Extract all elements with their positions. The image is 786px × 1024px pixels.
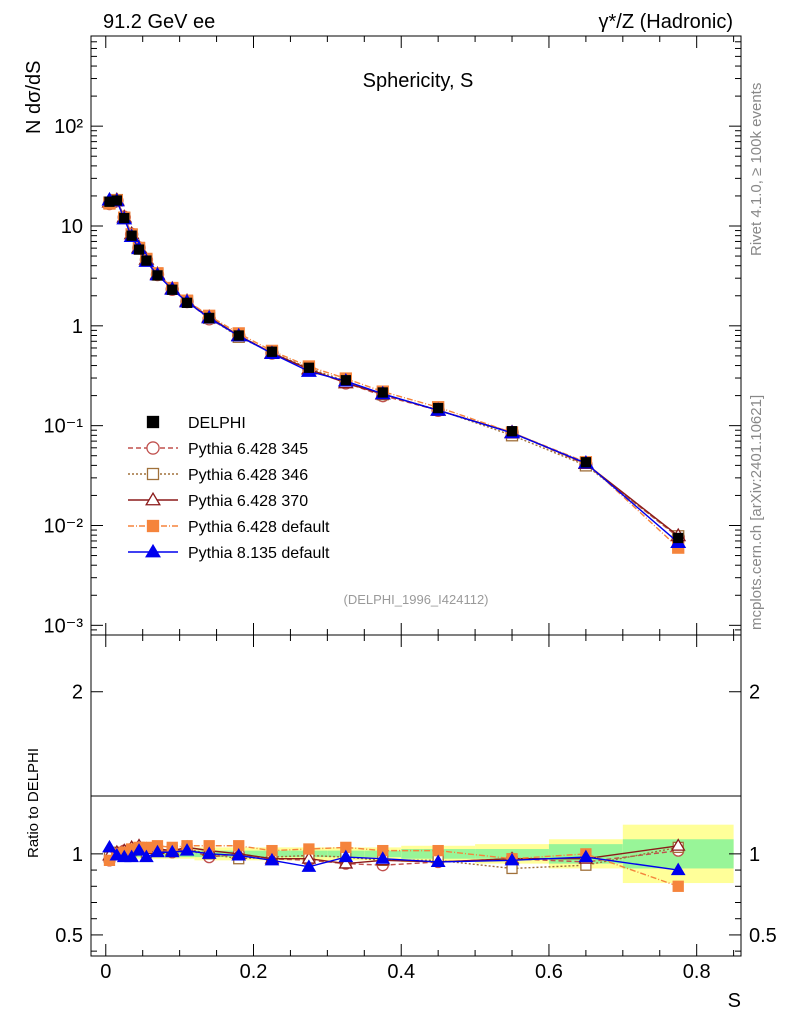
uncertainty-bands — [105, 824, 734, 884]
ratio-point — [231, 848, 247, 861]
ratio-point — [201, 846, 217, 859]
x-tick-label: 0.6 — [535, 961, 563, 983]
data-point — [506, 426, 518, 437]
series-line — [109, 199, 679, 544]
y-tick-label: 10⁻¹ — [44, 416, 84, 438]
legend-label: Pythia 6.428 370 — [188, 493, 308, 510]
ratio-series-layer — [102, 838, 686, 892]
ratio-point — [338, 849, 354, 863]
ratio-point — [102, 839, 117, 853]
data-point — [181, 297, 193, 308]
legend-marker — [146, 441, 160, 455]
ratio-point — [670, 862, 686, 876]
data-point — [266, 346, 278, 357]
ratio-point — [179, 843, 195, 856]
header-process-label: γ*/Z (Hadronic) — [599, 11, 733, 33]
legend-label: Pythia 6.428 default — [188, 519, 330, 536]
ratio-point — [504, 852, 520, 866]
legend-marker — [145, 543, 161, 558]
series-line — [109, 199, 679, 537]
x-tick-label: 0 — [100, 961, 111, 983]
main-axis-ticks — [91, 35, 741, 636]
data-point — [119, 212, 130, 224]
data-point — [126, 230, 137, 241]
data-point — [204, 312, 215, 324]
header-energy-label: 91.2 GeV ee — [103, 11, 215, 33]
delphi-data-layer — [104, 195, 684, 544]
legend-marker — [146, 519, 160, 533]
main-y-tick-labels: 10⁻³ 10⁻² 10⁻¹ 1 10 10² — [44, 116, 84, 637]
ratio-point — [338, 856, 354, 869]
ratio-point — [670, 838, 686, 851]
ratio-tick-label: 0.5 — [55, 925, 83, 947]
data-point — [303, 362, 315, 373]
data-point — [673, 532, 684, 544]
series-line — [109, 199, 679, 537]
data-point — [377, 387, 388, 398]
chart-title: Sphericity, S — [363, 70, 474, 92]
data-point — [433, 402, 444, 414]
main-panel: 10⁻³ 10⁻² 10⁻¹ 1 10 10² Sphericity, S N dσ/dS… — [23, 35, 742, 637]
ratio-tick-label: 2 — [72, 682, 83, 704]
y-axis-label: N dσ/dS — [23, 61, 45, 135]
data-point — [111, 195, 123, 206]
x-tick-label: 0.8 — [683, 961, 711, 983]
ratio-point — [301, 859, 317, 872]
y-tick-label: 10² — [54, 116, 83, 138]
ratio-point — [430, 854, 446, 867]
x-axis-label: S — [728, 990, 741, 1012]
y-tick-label: 10⁻³ — [44, 615, 84, 637]
ratio-tick-label: 1 — [72, 844, 83, 866]
legend-marker — [145, 491, 161, 506]
ratio-point — [264, 852, 280, 866]
data-point — [167, 284, 178, 295]
y-tick-label: 1 — [72, 316, 83, 338]
data-point — [233, 330, 244, 341]
ratio-point — [124, 849, 139, 863]
analysis-watermark: (DELPHI_1996_I424112) — [343, 592, 488, 607]
legend-label: Pythia 8.135 default — [188, 545, 330, 562]
ratio-point — [131, 843, 147, 856]
data-point — [340, 375, 351, 386]
legend-label: Pythia 6.428 345 — [188, 441, 308, 458]
ratio-axis-label: Ratio to DELPHI — [25, 748, 42, 858]
ratio-point — [578, 849, 594, 863]
x-tick-label: 0.2 — [240, 961, 268, 983]
ratio-tick-label-right: 2 — [749, 682, 760, 704]
ratio-axis-ticks — [91, 635, 741, 956]
legend-marker — [146, 467, 160, 481]
data-point — [141, 255, 152, 266]
legend-marker — [146, 415, 160, 429]
ratio-point — [150, 844, 165, 858]
data-point — [580, 457, 592, 468]
ratio-tick-label-right: 1 — [749, 844, 760, 866]
mcplots-label: mcplots.cern.ch [arXiv:2401.10621] — [748, 395, 765, 630]
rivet-version-label: Rivet 4.1.0, ≥ 100k events — [748, 83, 765, 256]
x-tick-label: 0.4 — [387, 961, 415, 983]
x-tick-labels: 0 0.2 0.4 0.6 0.8 — [100, 961, 710, 983]
legend-label: DELPHI — [188, 415, 246, 432]
y-tick-label: 10 — [61, 216, 83, 238]
legend: DELPHI Pythia 6.428 345 Pythia 6.428 346 Py… — [128, 415, 330, 562]
ratio-point — [432, 844, 444, 857]
y-tick-label: 10⁻² — [44, 515, 84, 537]
ratio-point — [164, 844, 180, 858]
series-line — [109, 199, 679, 538]
ratio-point — [672, 880, 684, 892]
legend-label: Pythia 6.428 346 — [188, 467, 308, 484]
data-point — [133, 244, 145, 255]
ratio-point — [375, 851, 391, 864]
ratio-point — [303, 843, 315, 855]
ratio-y-tick-labels: 0.5 0.5 1 1 2 2 — [55, 682, 777, 947]
ratio-tick-label-right: 0.5 — [749, 925, 777, 947]
ratio-point — [139, 849, 154, 863]
ratio-frame — [90, 634, 742, 957]
ratio-panel: 0.5 0.5 1 1 2 2 0 0.2 0.4 0.6 0.8 Ratio to DELPHI… — [25, 634, 777, 1012]
data-point — [152, 270, 163, 281]
